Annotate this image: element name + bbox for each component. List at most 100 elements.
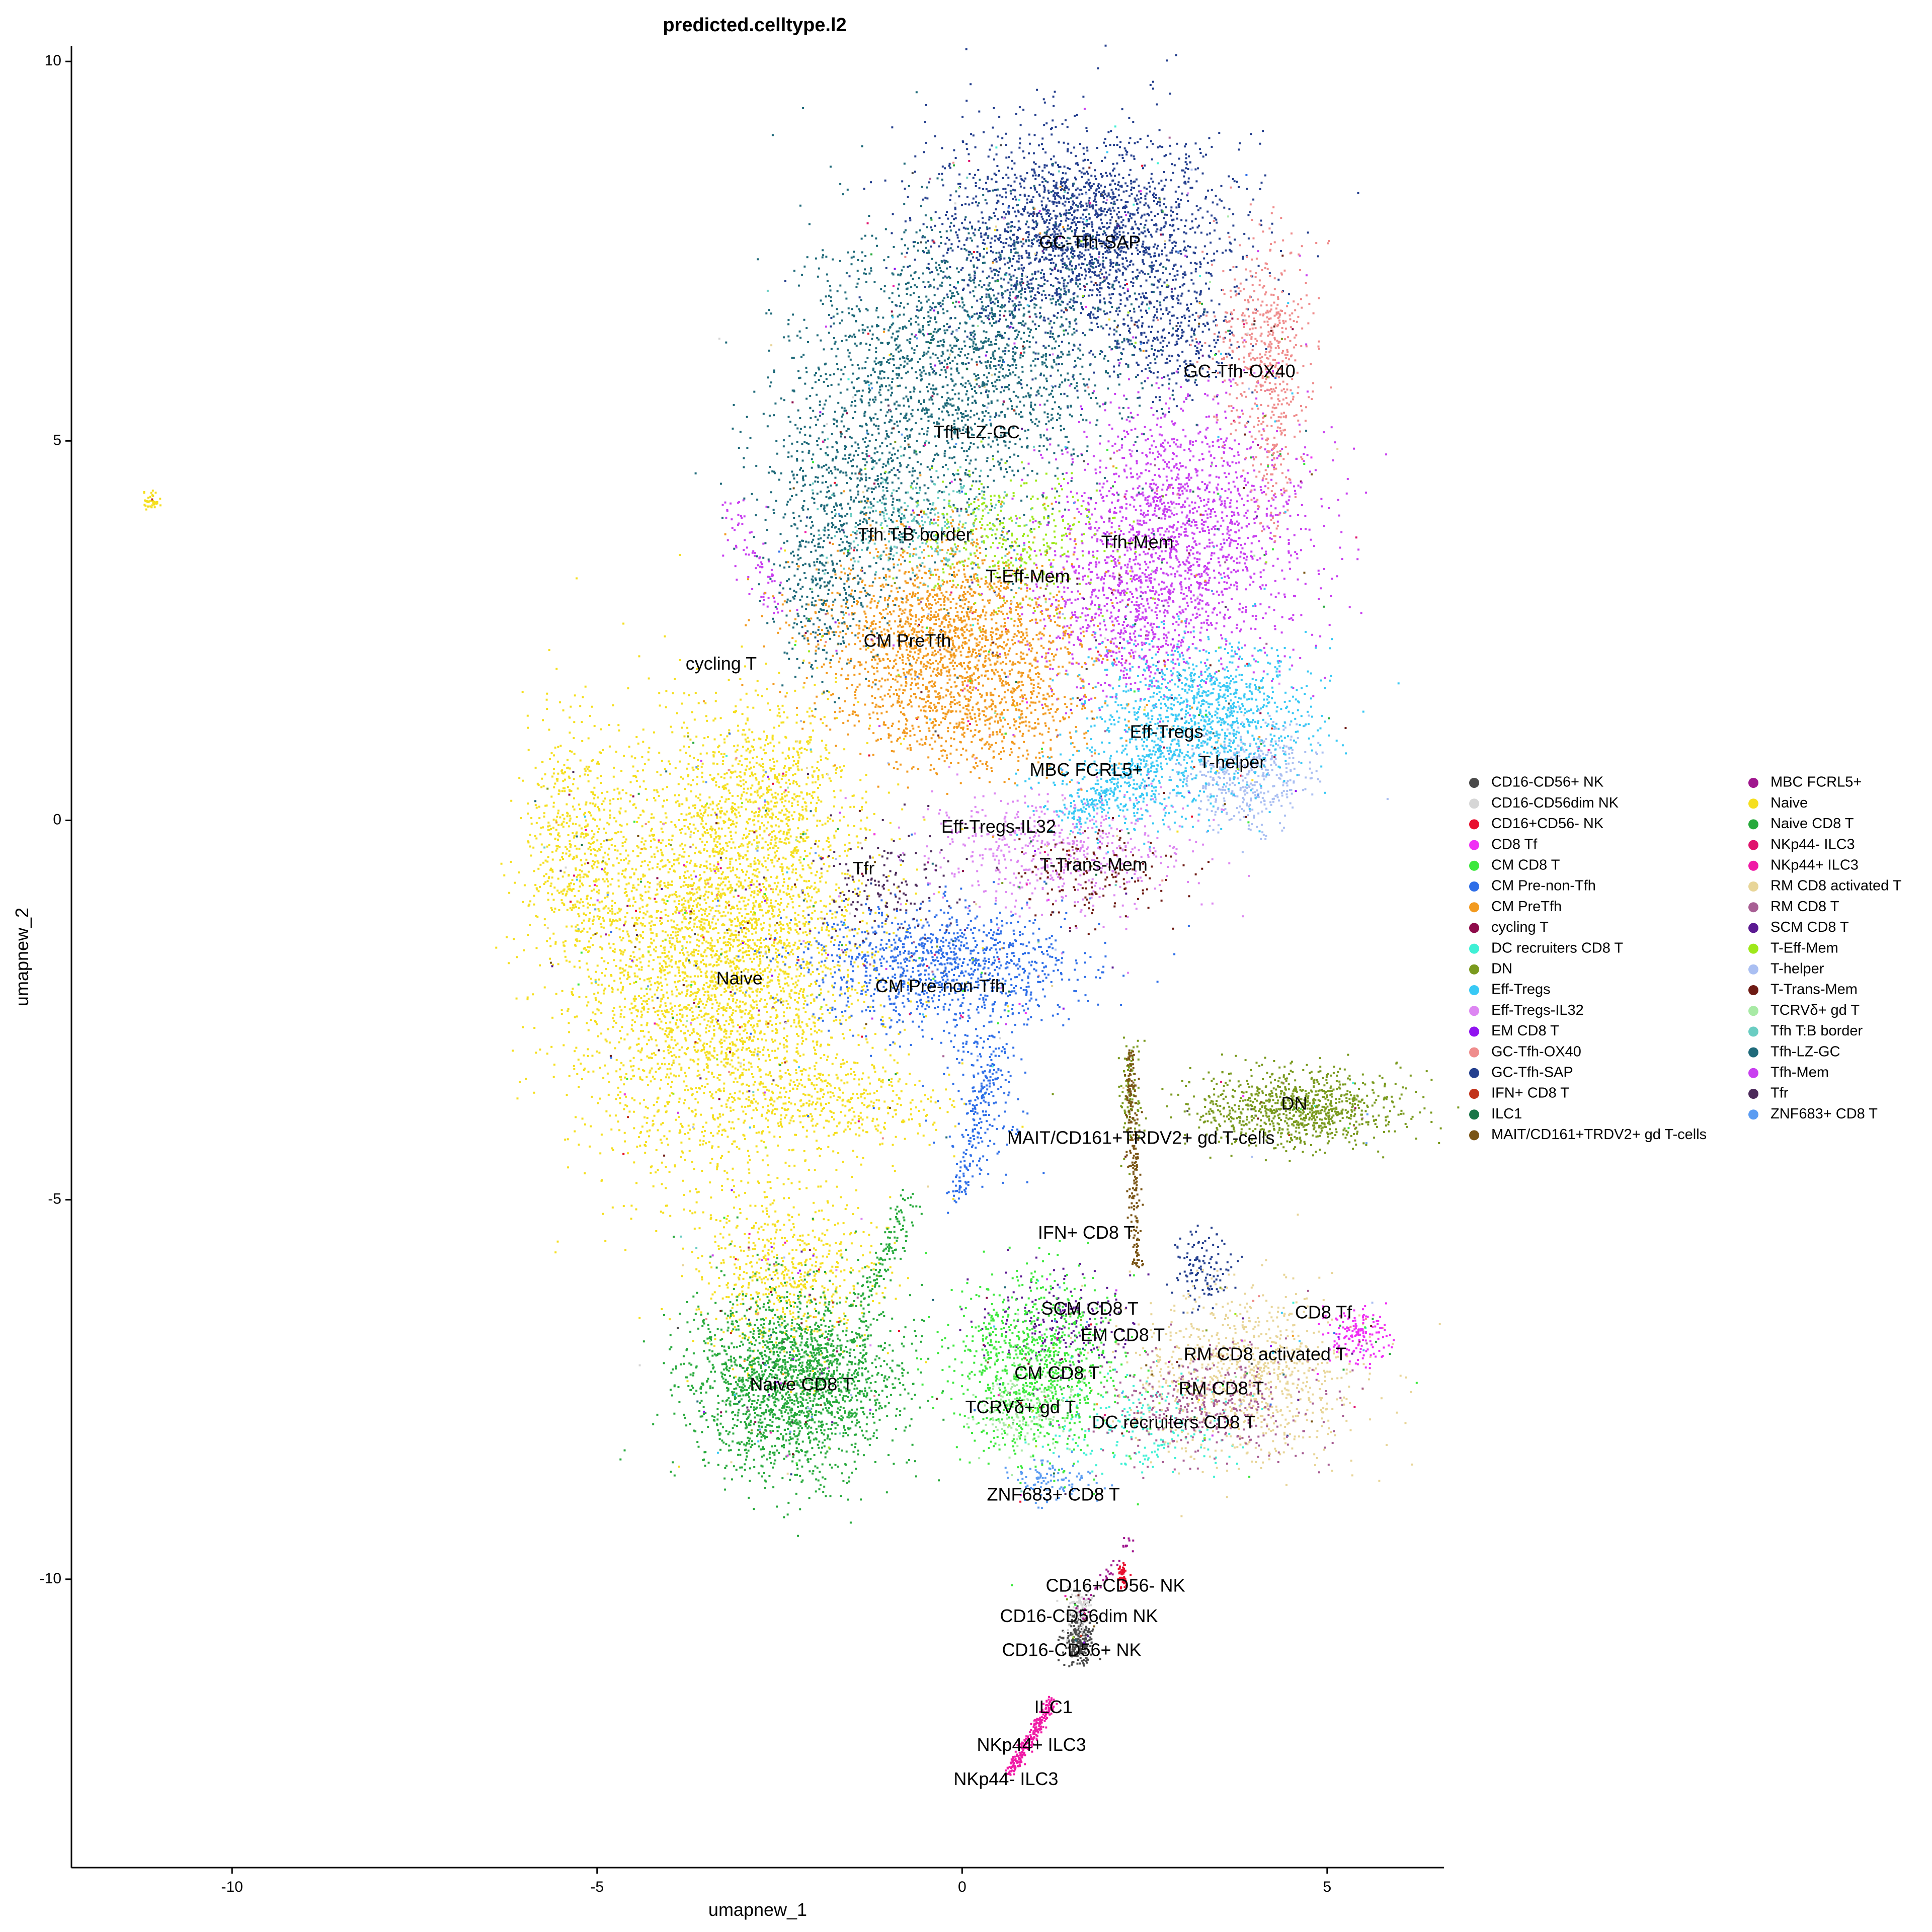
data-point [1006, 223, 1008, 225]
data-point [1126, 151, 1129, 153]
data-point [1076, 275, 1078, 277]
data-point [759, 946, 761, 948]
data-point [980, 232, 982, 235]
data-point [822, 977, 825, 980]
data-point [1203, 308, 1206, 310]
data-point [1123, 242, 1125, 244]
data-point [665, 845, 668, 847]
data-point [643, 1116, 646, 1118]
data-point [646, 1024, 648, 1026]
data-point [1051, 269, 1054, 272]
data-point [811, 766, 814, 769]
data-point [705, 975, 707, 977]
data-point [947, 326, 950, 329]
data-point [1041, 256, 1043, 258]
data-point [1095, 189, 1097, 192]
data-point [1157, 201, 1159, 203]
data-point [721, 982, 723, 985]
data-point [1195, 350, 1198, 352]
data-point [660, 998, 663, 1000]
data-point [1145, 292, 1147, 294]
data-point [796, 947, 799, 950]
data-point [798, 1025, 801, 1027]
data-point [740, 943, 742, 945]
data-point [686, 941, 688, 943]
data-point [551, 1016, 554, 1019]
data-point [1113, 168, 1115, 170]
data-point [1160, 1444, 1163, 1446]
data-point [835, 681, 837, 683]
data-point [783, 1087, 785, 1090]
data-point [684, 918, 687, 920]
data-point [1078, 193, 1081, 196]
data-point [1079, 202, 1081, 205]
data-point [1073, 146, 1076, 149]
data-point [1158, 129, 1161, 131]
data-point [1149, 185, 1151, 188]
data-point [656, 997, 659, 999]
data-point [784, 280, 786, 282]
data-point [765, 888, 767, 890]
data-point [1126, 245, 1129, 247]
data-point [1159, 229, 1162, 231]
data-point [789, 928, 792, 931]
data-point [767, 947, 770, 949]
data-point [1183, 271, 1186, 274]
data-point [941, 147, 943, 149]
data-point [719, 985, 722, 987]
data-point [1113, 333, 1115, 336]
data-point [768, 778, 770, 780]
data-point [1177, 186, 1180, 188]
data-point [1177, 371, 1179, 374]
data-point [1097, 185, 1099, 187]
data-point [746, 913, 748, 915]
data-point [1060, 247, 1062, 249]
data-point [1175, 330, 1177, 332]
data-point [750, 1004, 752, 1007]
data-point [1091, 259, 1093, 261]
data-point [614, 913, 616, 915]
data-point [1171, 372, 1173, 375]
data-point [1122, 287, 1124, 289]
data-point [814, 1065, 816, 1068]
data-point [823, 863, 825, 865]
data-point [1037, 144, 1040, 146]
data-point [657, 1129, 659, 1132]
data-point [1118, 247, 1120, 250]
data-point [988, 227, 991, 229]
data-point [716, 1168, 718, 1171]
data-point [1198, 293, 1201, 296]
data-point [831, 984, 834, 987]
data-point [1007, 231, 1009, 233]
data-point [1092, 353, 1094, 356]
data-point [686, 1014, 688, 1017]
data-point [808, 1018, 811, 1020]
data-point [1118, 173, 1120, 176]
data-point [1130, 260, 1133, 262]
data-point [718, 1074, 720, 1076]
data-point [995, 181, 998, 183]
data-point [668, 1044, 671, 1047]
data-point [1156, 339, 1159, 341]
data-point [982, 217, 984, 219]
data-point [1146, 1380, 1148, 1383]
data-point [1119, 334, 1121, 336]
data-point [1123, 267, 1126, 270]
data-point [862, 989, 864, 991]
data-point [1083, 152, 1085, 155]
data-point [624, 869, 626, 872]
data-point [699, 998, 701, 1001]
data-point [746, 843, 749, 846]
data-point [1219, 198, 1221, 201]
data-point [1020, 383, 1022, 385]
data-point [636, 821, 638, 823]
data-point [508, 962, 510, 964]
data-point [1172, 314, 1175, 317]
data-point [1091, 223, 1094, 226]
data-point [1012, 255, 1015, 258]
data-point [1181, 292, 1183, 295]
data-point [798, 975, 801, 977]
data-point [1012, 198, 1014, 200]
data-point [785, 973, 788, 975]
data-point [678, 967, 680, 969]
